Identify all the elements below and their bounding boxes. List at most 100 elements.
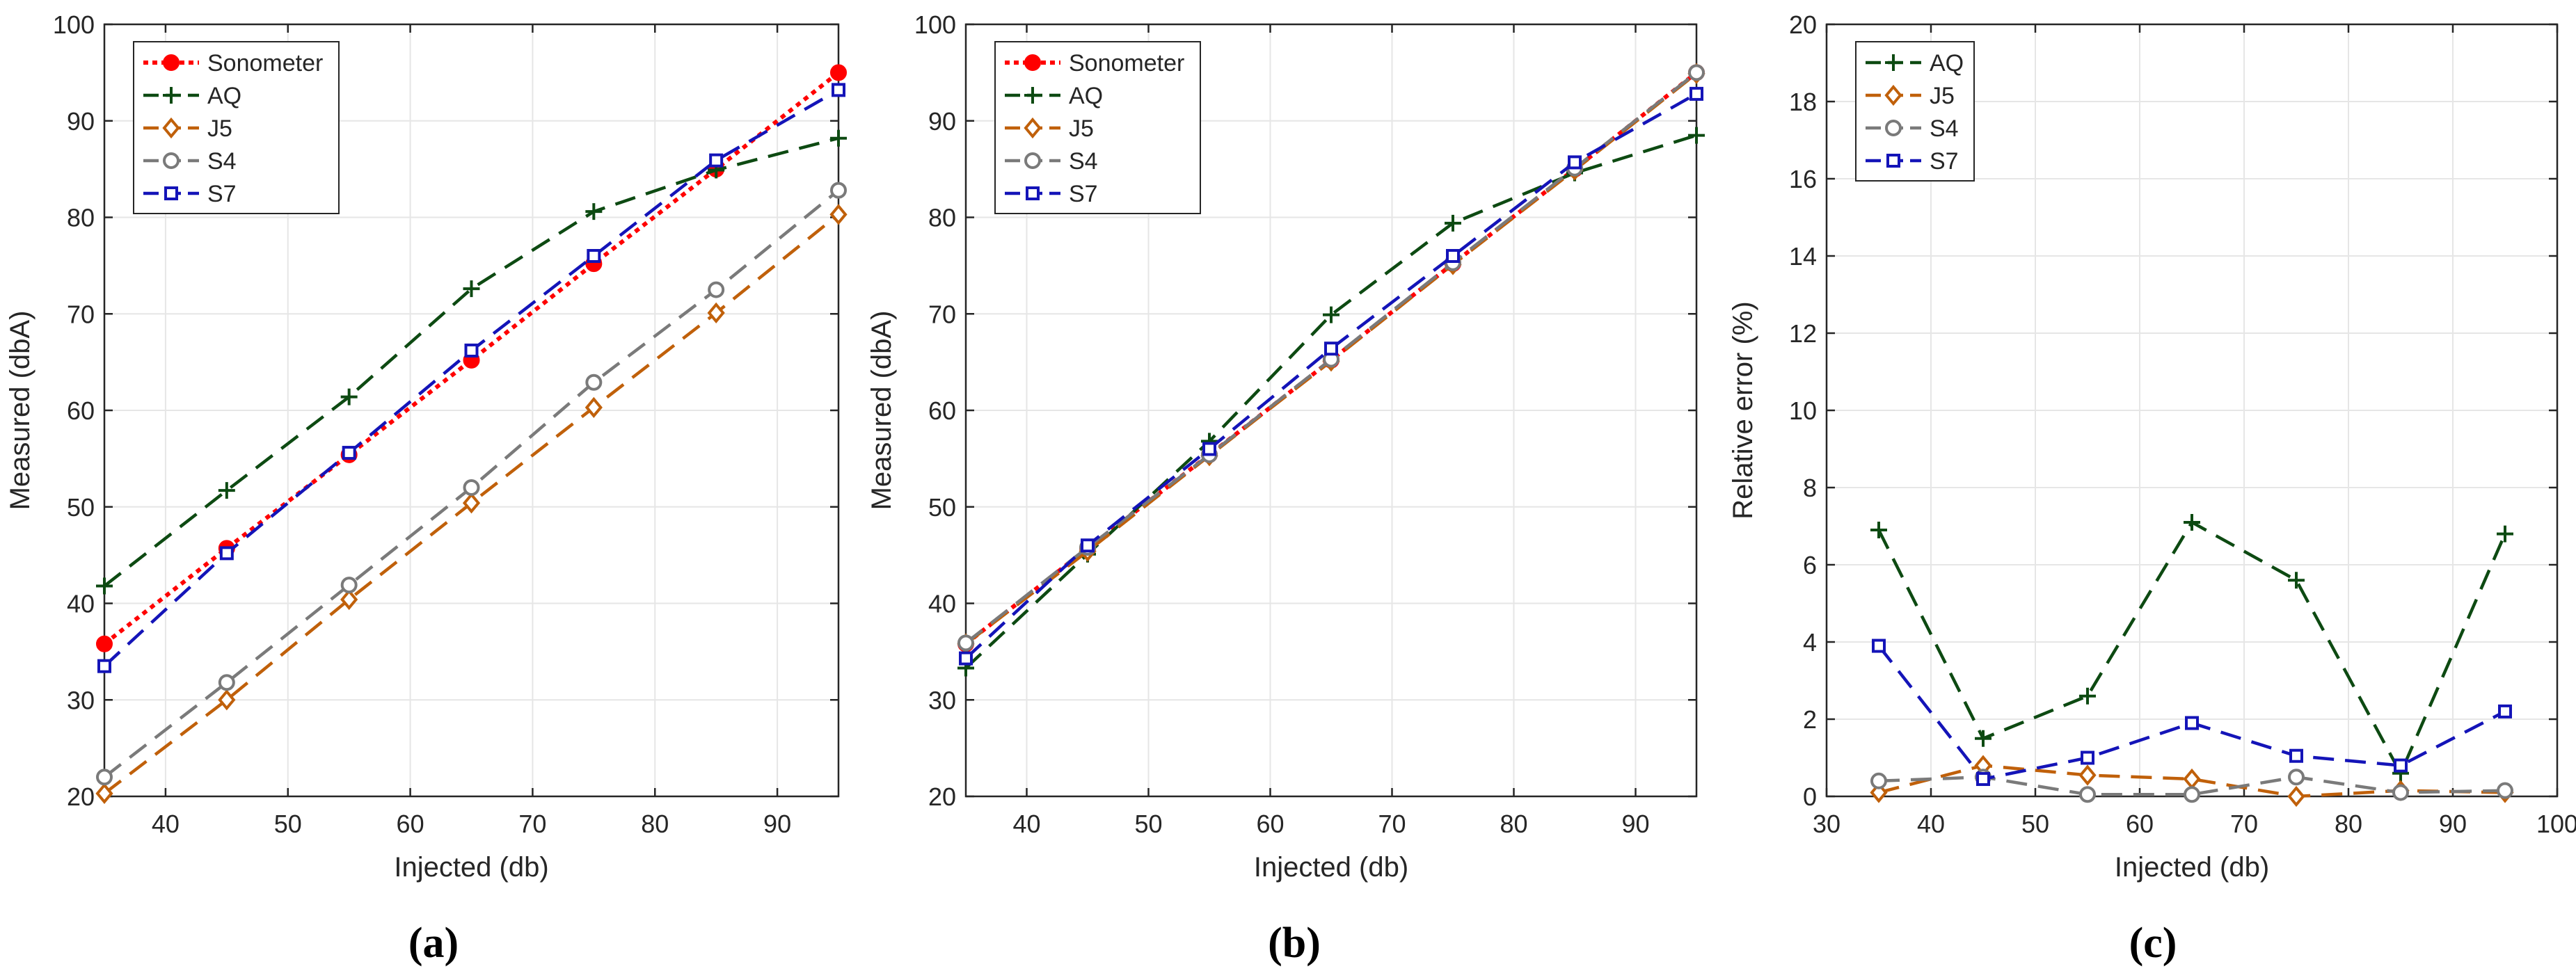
data-point-s4 xyxy=(2497,782,2513,799)
data-point-s7 xyxy=(2081,750,2094,765)
legend-marker-sonometer xyxy=(163,54,180,71)
x-tick-label: 60 xyxy=(1256,810,1284,838)
y-tick-label: 60 xyxy=(67,396,95,425)
chart-panel-1: 40 50 60 70 80 90 20 30 40 50 60 70 80 90 100 Injected … xyxy=(5,10,848,883)
x-tick-label: 40 xyxy=(1012,810,1040,838)
y-tick-label: 90 xyxy=(928,107,956,136)
data-point-j5 xyxy=(585,396,603,418)
legend-label-j5: J5 xyxy=(1930,83,1955,109)
x-tick-label: 60 xyxy=(397,810,424,838)
legend: Sonometer AQ J5 S4 S7 xyxy=(133,41,340,214)
legend-marker-s7 xyxy=(1886,154,1900,168)
series-s7 xyxy=(97,83,845,673)
y-tick-label: 8 xyxy=(1803,474,1817,502)
x-tick-label: 30 xyxy=(1813,810,1840,838)
y-tick-label: 50 xyxy=(928,493,956,522)
x-tick-label: 90 xyxy=(2439,810,2467,838)
y-tick-label: 14 xyxy=(1789,242,1817,271)
data-point-j5 xyxy=(2078,764,2097,786)
x-axis-label: Injected (db) xyxy=(394,852,548,883)
data-point-aq xyxy=(1975,730,1991,747)
x-tick-label: 70 xyxy=(518,810,546,838)
y-tick-label: 30 xyxy=(67,686,95,714)
data-point-aq xyxy=(585,203,603,220)
data-point-aq xyxy=(1870,522,1887,539)
x-tick-label: 60 xyxy=(2126,810,2154,838)
data-point-s7 xyxy=(1689,86,1703,101)
legend-label-aq: AQ xyxy=(207,83,241,109)
data-point-sonometer xyxy=(830,64,847,81)
series-aq xyxy=(1870,513,2513,782)
chart-panel-3: 30 40 50 60 70 80 90 100 0 2 4 6 8 10 12 14 16 18 20 Inject… xyxy=(1728,10,2576,883)
legend-label-s4: S4 xyxy=(207,148,237,175)
legend-label-s4: S4 xyxy=(1930,115,1959,142)
data-point-s4 xyxy=(830,182,847,199)
legend-marker-sonometer xyxy=(1024,54,1041,71)
data-point-s4 xyxy=(957,634,974,652)
y-tick-label: 100 xyxy=(53,10,95,39)
legend-label-s7: S7 xyxy=(1069,181,1098,207)
y-tick-label: 20 xyxy=(1789,10,1817,39)
legend-label-sonometer: Sonometer xyxy=(207,50,323,77)
series-s7 xyxy=(959,86,1703,666)
x-tick-label: 40 xyxy=(152,810,180,838)
legend-marker-s4 xyxy=(1024,152,1041,169)
x-tick-label: 90 xyxy=(1621,810,1649,838)
series-aq xyxy=(96,129,847,595)
x-axis-label: Injected (db) xyxy=(1254,852,1408,883)
x-tick-label: 100 xyxy=(2536,810,2576,838)
y-tick-label: 4 xyxy=(1803,628,1817,657)
panel-caption: (a) xyxy=(408,919,459,967)
y-tick-label: 40 xyxy=(67,590,95,618)
data-point-j5 xyxy=(462,492,481,514)
x-tick-label: 80 xyxy=(2335,810,2362,838)
x-tick-label: 50 xyxy=(274,810,302,838)
data-point-s7 xyxy=(709,153,724,168)
panel-caption: (b) xyxy=(1268,919,1321,967)
series-s7 xyxy=(1872,638,2512,787)
legend: Sonometer AQ J5 S4 S7 xyxy=(994,41,1201,214)
legend-label-j5: J5 xyxy=(1069,115,1094,142)
data-point-s4 xyxy=(463,479,480,496)
y-tick-label: 30 xyxy=(928,686,956,714)
y-tick-label: 20 xyxy=(67,782,95,811)
chart-panel-2: 40 50 60 70 80 90 20 30 40 50 60 70 80 90 100 Injected … xyxy=(866,10,1706,883)
legend-marker-s4 xyxy=(1885,120,1902,136)
data-point-aq xyxy=(1688,127,1705,144)
data-point-s4 xyxy=(340,577,358,594)
legend-label-aq: AQ xyxy=(1069,83,1103,109)
data-point-j5 xyxy=(95,782,113,804)
data-point-aq xyxy=(218,482,235,499)
y-tick-label: 6 xyxy=(1803,551,1817,579)
data-point-aq xyxy=(830,129,847,147)
y-axis-label: Measured (dbA) xyxy=(866,311,897,511)
legend-label-s7: S7 xyxy=(207,181,237,207)
legend-marker-aq xyxy=(163,87,180,104)
legend-label-sonometer: Sonometer xyxy=(1069,50,1184,77)
x-tick-label: 50 xyxy=(1134,810,1162,838)
data-point-j5 xyxy=(2287,785,2305,808)
data-point-s7 xyxy=(832,83,845,97)
data-point-aq xyxy=(96,577,113,595)
data-point-aq xyxy=(2184,513,2200,531)
y-tick-label: 70 xyxy=(67,300,95,328)
legend-box xyxy=(1855,41,1975,182)
x-tick-label: 40 xyxy=(1917,810,1945,838)
data-point-aq xyxy=(1323,306,1339,323)
data-point-s7 xyxy=(1324,342,1338,356)
legend-marker-j5 xyxy=(1024,117,1042,139)
x-tick-label: 70 xyxy=(2230,810,2258,838)
data-point-s7 xyxy=(2394,758,2408,773)
legend: AQ J5 S4 S7 xyxy=(1855,41,1975,182)
data-point-aq xyxy=(463,280,480,298)
x-tick-label: 90 xyxy=(763,810,791,838)
x-tick-label: 70 xyxy=(1378,810,1406,838)
data-point-j5 xyxy=(707,302,725,323)
data-point-s4 xyxy=(1688,64,1705,81)
data-point-s7 xyxy=(587,249,601,263)
data-point-s7 xyxy=(1568,155,1582,170)
y-tick-label: 20 xyxy=(928,782,956,811)
x-axis-label: Injected (db) xyxy=(2115,852,2269,883)
data-point-s7 xyxy=(2289,748,2303,763)
